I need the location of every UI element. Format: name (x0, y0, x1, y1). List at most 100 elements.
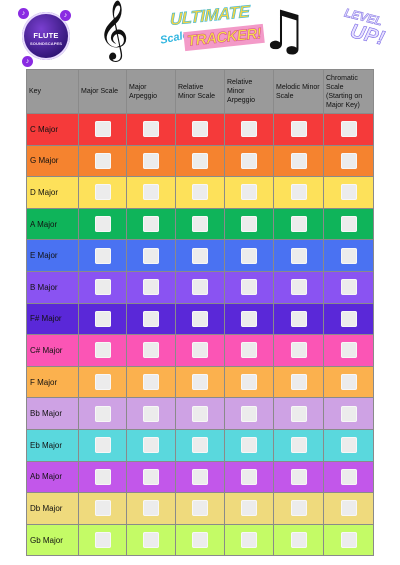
checkbox[interactable] (290, 437, 307, 454)
checkbox-cell (224, 239, 274, 272)
checkbox-cell (78, 397, 127, 430)
column-header: Key (26, 69, 79, 114)
checkbox[interactable] (241, 247, 257, 264)
key-label: G Major (26, 144, 79, 178)
checkbox-cell (323, 270, 374, 304)
checkbox[interactable] (241, 184, 257, 201)
checkbox[interactable] (143, 342, 159, 359)
checkbox[interactable] (290, 310, 307, 327)
checkbox[interactable] (143, 184, 159, 201)
checkbox[interactable] (340, 532, 357, 549)
checkbox[interactable] (94, 468, 111, 485)
checkbox[interactable] (290, 184, 307, 201)
checkbox[interactable] (340, 121, 357, 138)
checkbox[interactable] (290, 247, 307, 264)
checkbox[interactable] (340, 152, 357, 169)
checkbox[interactable] (241, 405, 257, 422)
checkbox[interactable] (290, 152, 307, 169)
checkbox[interactable] (340, 500, 357, 517)
checkbox[interactable] (192, 216, 208, 233)
checkbox-cell (78, 239, 127, 272)
checkbox[interactable] (340, 342, 357, 359)
checkbox[interactable] (192, 437, 208, 454)
checkbox[interactable] (192, 374, 208, 391)
checkbox[interactable] (94, 152, 111, 169)
checkbox[interactable] (94, 437, 111, 454)
checkbox[interactable] (241, 152, 257, 169)
checkbox[interactable] (241, 216, 257, 233)
checkbox[interactable] (192, 310, 208, 327)
checkbox[interactable] (94, 184, 111, 201)
checkbox[interactable] (241, 532, 257, 549)
checkbox[interactable] (241, 437, 257, 454)
checkbox[interactable] (192, 500, 208, 517)
checkbox[interactable] (241, 279, 257, 296)
checkbox[interactable] (290, 468, 307, 485)
checkbox[interactable] (94, 500, 111, 517)
checkbox[interactable] (241, 342, 257, 359)
checkbox[interactable] (143, 279, 159, 296)
checkbox[interactable] (241, 310, 257, 327)
checkbox[interactable] (241, 374, 257, 391)
checkbox[interactable] (143, 247, 159, 264)
checkbox[interactable] (340, 468, 357, 485)
checkbox[interactable] (94, 405, 111, 422)
checkbox[interactable] (94, 216, 111, 233)
checkbox[interactable] (290, 405, 307, 422)
checkbox[interactable] (192, 342, 208, 359)
checkbox[interactable] (290, 216, 307, 233)
checkbox[interactable] (192, 405, 208, 422)
checkbox[interactable] (241, 500, 257, 517)
checkbox[interactable] (94, 310, 111, 327)
table-row: Ab Major (26, 460, 374, 494)
checkbox[interactable] (340, 374, 357, 391)
checkbox[interactable] (192, 152, 208, 169)
checkbox[interactable] (290, 532, 307, 549)
checkbox[interactable] (340, 405, 357, 422)
checkbox[interactable] (143, 374, 159, 391)
checkbox-cell (175, 302, 225, 336)
table-row: Eb Major (26, 428, 374, 462)
checkbox[interactable] (192, 247, 208, 264)
checkbox[interactable] (143, 216, 159, 233)
checkbox[interactable] (192, 279, 208, 296)
checkbox[interactable] (340, 184, 357, 201)
checkbox[interactable] (143, 468, 159, 485)
logo-subtitle: SOUNDSCAPES (30, 41, 62, 46)
checkbox[interactable] (94, 532, 111, 549)
checkbox[interactable] (290, 500, 307, 517)
checkbox[interactable] (94, 374, 111, 391)
checkbox[interactable] (340, 437, 357, 454)
checkbox[interactable] (143, 310, 159, 327)
key-label: A Major (26, 207, 79, 241)
checkbox[interactable] (192, 184, 208, 201)
checkbox[interactable] (143, 500, 159, 517)
checkbox-cell (175, 176, 225, 209)
checkbox[interactable] (143, 121, 159, 138)
checkbox[interactable] (143, 405, 159, 422)
checkbox[interactable] (290, 374, 307, 391)
checkbox[interactable] (94, 121, 111, 138)
checkbox[interactable] (192, 468, 208, 485)
checkbox[interactable] (241, 468, 257, 485)
checkbox[interactable] (143, 437, 159, 454)
checkbox[interactable] (340, 279, 357, 296)
checkbox[interactable] (340, 216, 357, 233)
checkbox[interactable] (192, 532, 208, 549)
checkbox[interactable] (192, 121, 208, 138)
checkbox[interactable] (290, 121, 307, 138)
table-row: D Major (26, 176, 374, 209)
checkbox[interactable] (340, 247, 357, 264)
music-note-icon: ♪ (60, 10, 71, 21)
checkbox-cell (78, 302, 127, 336)
checkbox[interactable] (94, 342, 111, 359)
checkbox[interactable] (290, 279, 307, 296)
checkbox[interactable] (340, 310, 357, 327)
key-label: Bb Major (26, 397, 79, 430)
checkbox[interactable] (290, 342, 307, 359)
checkbox[interactable] (143, 152, 159, 169)
checkbox[interactable] (94, 247, 111, 264)
checkbox[interactable] (94, 279, 111, 296)
checkbox[interactable] (143, 532, 159, 549)
checkbox[interactable] (241, 121, 257, 138)
